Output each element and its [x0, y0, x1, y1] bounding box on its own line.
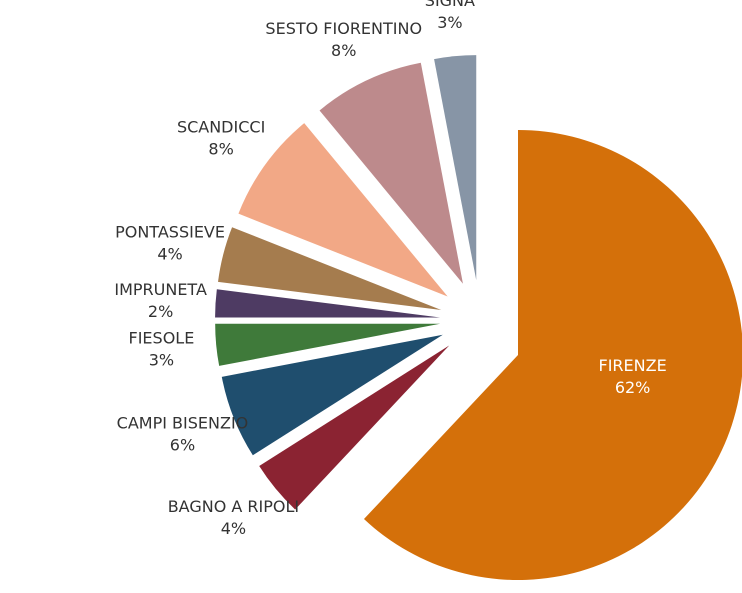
pie-slice: [363, 130, 742, 580]
slice-value: 4%: [221, 519, 246, 538]
slice-label: IMPRUNETA: [114, 280, 207, 299]
pie-slice: [218, 227, 442, 311]
pie-slice: [319, 62, 463, 284]
pie-slice: [434, 55, 477, 281]
slice-label: FIRENZE: [599, 356, 667, 375]
slice-value: 3%: [437, 13, 462, 32]
slice-label: SCANDICCI: [177, 117, 265, 136]
pie-slice: [259, 345, 450, 510]
slice-label: SIGNA: [425, 0, 475, 10]
pie-slice: [221, 334, 443, 456]
slice-value: 4%: [157, 244, 182, 263]
pie-slice: [215, 323, 441, 366]
slice-label: CAMPI BISENZIO: [117, 414, 249, 433]
slice-value: 6%: [170, 436, 195, 455]
slice-value: 2%: [148, 302, 173, 321]
slice-label: SESTO FIORENTINO: [265, 19, 422, 38]
slice-value: 8%: [208, 139, 233, 158]
slice-label: BAGNO A RIPOLI: [168, 497, 299, 516]
pie-slice: [238, 123, 448, 297]
slice-label: PONTASSIEVE: [115, 222, 225, 241]
slice-value: 62%: [615, 378, 651, 397]
slice-value: 3%: [149, 351, 174, 370]
pie-slice: [215, 289, 441, 318]
slice-label: FIESOLE: [129, 329, 195, 348]
slice-value: 8%: [331, 41, 356, 60]
